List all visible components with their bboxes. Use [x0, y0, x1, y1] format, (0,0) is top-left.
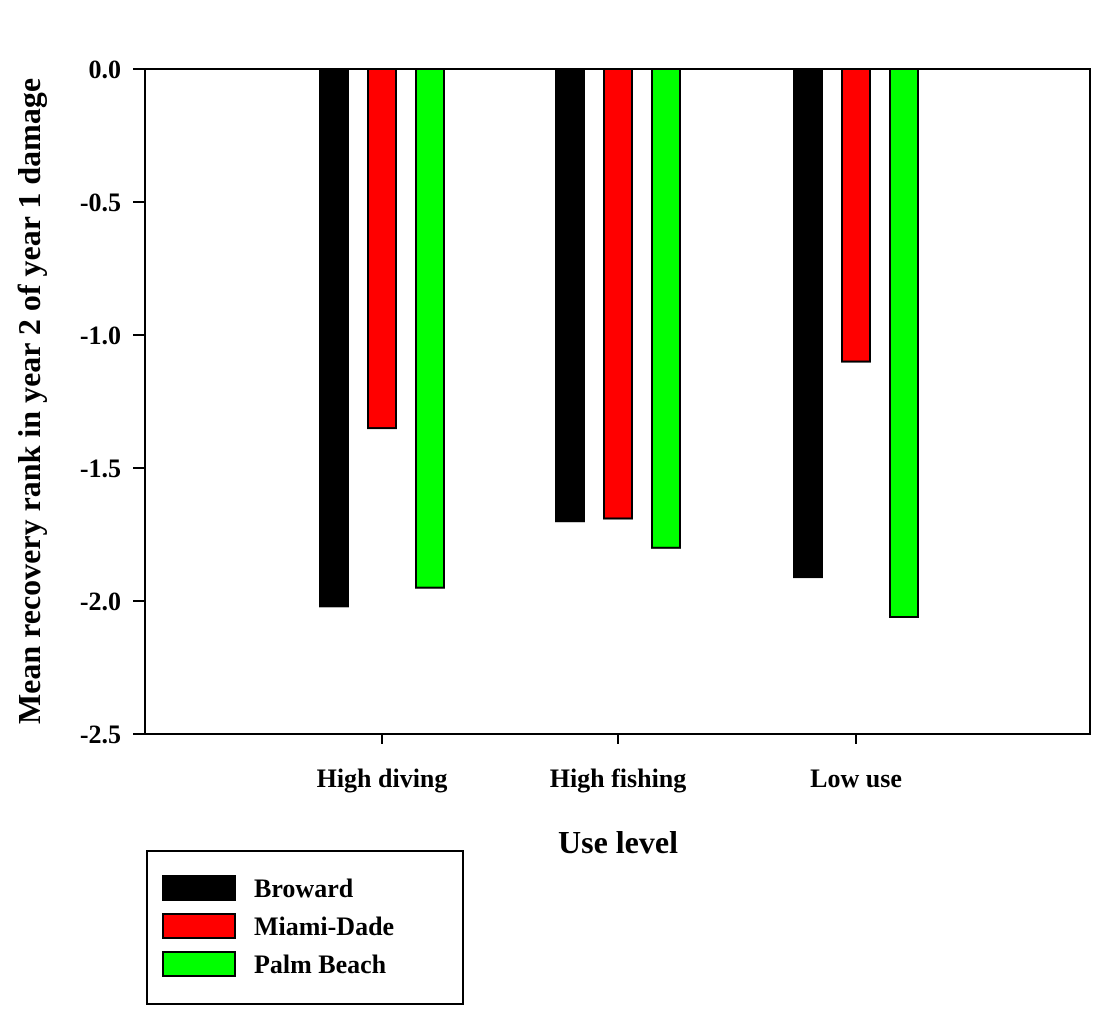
y-tick-label: 0.0	[89, 55, 122, 84]
bars-layer	[319, 68, 919, 618]
legend-label-palm-beach: Palm Beach	[254, 950, 387, 979]
legend-label-broward: Broward	[254, 874, 354, 903]
bar-miami-dade-high-diving	[367, 68, 397, 430]
legend-swatch-miami-dade	[162, 913, 236, 939]
bar-broward-high-diving	[319, 68, 349, 608]
legend-box	[146, 850, 464, 1005]
legend-swatch-broward	[162, 875, 236, 901]
legend-label-miami-dade: Miami-Dade	[254, 912, 394, 941]
axes-layer: 0.0 -0.5 -1.0 -1.5 -2.0 -2.5 High diving High f…	[80, 55, 902, 793]
bar-broward-high-fishing	[555, 68, 585, 523]
y-tick-label: -1.0	[80, 321, 121, 350]
bar-miami-dade-high-fishing	[603, 68, 633, 520]
y-axis-title: Mean recovery rank in year 2 of year 1 d…	[11, 78, 47, 724]
legend-swatch-palm-beach	[162, 951, 236, 977]
x-tick-label: High fishing	[550, 764, 687, 793]
y-tick-label: -0.5	[80, 188, 121, 217]
x-tick-label: Low use	[810, 764, 902, 793]
y-tick-label: -2.0	[80, 587, 121, 616]
x-tick-label: High diving	[317, 764, 448, 793]
bar-palm-beach-high-diving	[415, 68, 445, 589]
y-tick-label: -2.5	[80, 720, 121, 749]
bar-broward-low-use	[793, 68, 823, 579]
x-axis-title: Use level	[558, 824, 678, 860]
bar-palm-beach-high-fishing	[651, 68, 681, 549]
bar-palm-beach-low-use	[889, 68, 919, 618]
bar-miami-dade-low-use	[841, 68, 871, 363]
y-tick-label: -1.5	[80, 454, 121, 483]
legend: Broward Miami-Dade Palm Beach	[146, 850, 464, 1005]
